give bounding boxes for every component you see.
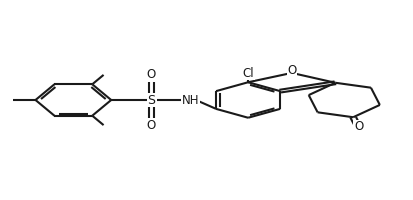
Text: O: O xyxy=(147,119,156,132)
Text: O: O xyxy=(353,120,362,133)
Text: Cl: Cl xyxy=(242,67,253,80)
Text: NH: NH xyxy=(181,94,199,106)
Text: O: O xyxy=(147,68,156,81)
Text: O: O xyxy=(287,64,296,77)
Text: S: S xyxy=(147,94,155,106)
